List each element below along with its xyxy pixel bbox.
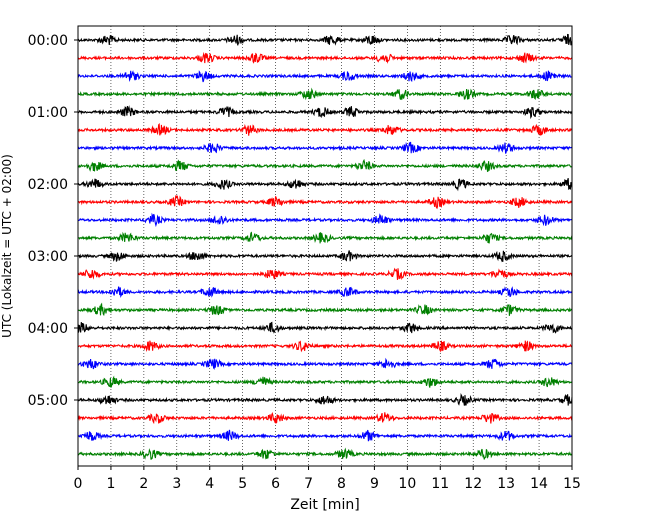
trace-0430: [77, 357, 573, 370]
trace-0530: [77, 429, 573, 442]
x-tick-label: 15: [563, 476, 581, 492]
x-tick-label: 5: [238, 476, 247, 492]
trace-0500: [77, 393, 573, 406]
trace-0145: [77, 158, 573, 173]
trace-0000: [77, 33, 573, 46]
y-tick-label: 03:00: [28, 249, 68, 265]
seismogram-traces: [77, 33, 573, 460]
trace-0415: [77, 340, 573, 353]
x-tick-label: 1: [106, 476, 115, 492]
plot-frame: [77, 25, 573, 467]
trace-0400: [77, 321, 573, 334]
x-tick-label: 0: [74, 476, 83, 492]
x-tick-label: 4: [205, 476, 214, 492]
trace-0315: [77, 267, 573, 281]
trace-0230: [77, 212, 573, 228]
trace-0115: [78, 123, 573, 136]
x-tick-label: 8: [337, 476, 346, 492]
trace-0200: [77, 178, 573, 192]
y-tick-label: 00:00: [28, 33, 68, 49]
x-tick-label: 9: [370, 476, 379, 492]
trace-0030: [77, 70, 573, 83]
x-axis-label: Zeit [min]: [290, 497, 359, 513]
y-tick-label: 04:00: [28, 321, 68, 337]
x-tick-label: 6: [271, 476, 280, 492]
trace-0245: [77, 231, 573, 244]
y-axis-ticks: 00:00 01:00 02:00 03:00 04:00 05:00: [28, 33, 78, 409]
trace-0215: [77, 194, 573, 210]
x-tick-label: 7: [304, 476, 313, 492]
trace-0515: [77, 411, 573, 425]
y-tick-label: 05:00: [28, 393, 68, 409]
x-axis-ticks: 0 1 2 3 4 5 6 7 8 9 10 11 12 13 14 15: [74, 466, 581, 492]
trace-0345: [77, 302, 573, 317]
trace-0015: [77, 51, 573, 64]
trace-0300: [77, 250, 573, 263]
y-tick-label: 02:00: [28, 177, 68, 193]
trace-0445: [77, 375, 573, 388]
trace-0045: [77, 87, 573, 101]
x-tick-label: 14: [530, 476, 548, 492]
x-tick-label: 11: [431, 476, 449, 492]
x-tick-label: 13: [497, 476, 515, 492]
trace-0100: [77, 105, 573, 120]
y-axis-label: UTC (Lokalzeit = UTC + 02:00): [0, 154, 14, 338]
grid-lines: [110, 26, 540, 466]
x-tick-label: 2: [139, 476, 148, 492]
trace-0545: [77, 447, 573, 460]
x-tick-label: 12: [464, 476, 482, 492]
x-tick-label: 3: [172, 476, 181, 492]
y-tick-label: 01:00: [28, 105, 68, 121]
trace-0330: [77, 286, 573, 299]
trace-0130: [77, 141, 573, 154]
x-tick-label: 10: [398, 476, 416, 492]
